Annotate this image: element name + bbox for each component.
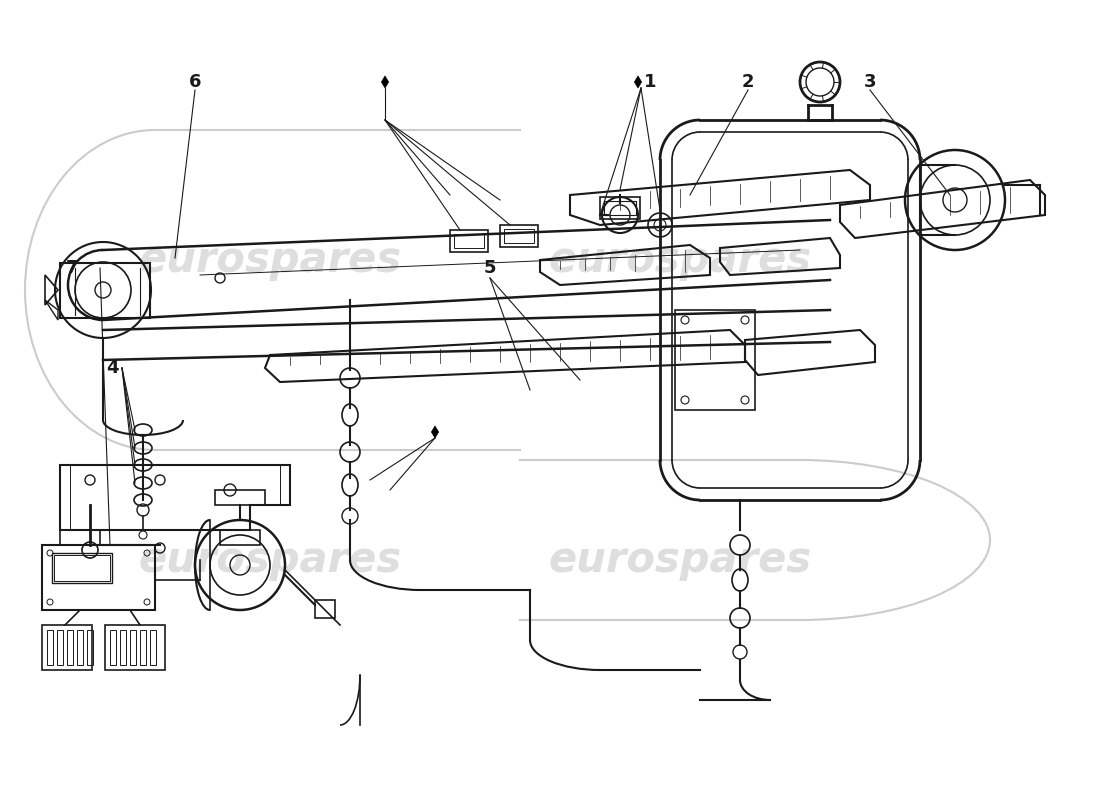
Bar bbox=[130, 630, 136, 665]
Bar bbox=[104, 625, 165, 670]
Text: 3: 3 bbox=[864, 73, 877, 91]
Bar bbox=[67, 630, 73, 665]
Bar bbox=[110, 630, 115, 665]
Text: eurospares: eurospares bbox=[549, 239, 812, 281]
Bar bbox=[500, 225, 538, 247]
Polygon shape bbox=[635, 76, 641, 88]
Bar bbox=[220, 530, 260, 545]
Bar bbox=[60, 263, 150, 318]
Text: eurospares: eurospares bbox=[139, 539, 402, 581]
Bar bbox=[454, 234, 484, 248]
Text: eurospares: eurospares bbox=[549, 539, 812, 581]
Bar bbox=[42, 625, 92, 670]
Bar bbox=[214, 490, 265, 505]
Polygon shape bbox=[431, 426, 439, 438]
Bar bbox=[600, 197, 640, 219]
Bar bbox=[504, 229, 534, 243]
Bar bbox=[60, 530, 100, 545]
Bar bbox=[675, 310, 755, 410]
Polygon shape bbox=[382, 76, 388, 88]
Bar bbox=[42, 545, 155, 610]
Bar bbox=[57, 630, 63, 665]
Text: 1: 1 bbox=[644, 73, 657, 91]
Text: 6: 6 bbox=[189, 73, 201, 91]
Bar bbox=[140, 630, 146, 665]
Text: 5: 5 bbox=[484, 259, 496, 277]
Bar bbox=[54, 555, 110, 581]
Text: 4: 4 bbox=[106, 359, 119, 377]
Bar bbox=[150, 630, 156, 665]
Bar bbox=[47, 630, 53, 665]
Bar bbox=[87, 630, 94, 665]
Bar bbox=[120, 630, 127, 665]
Text: 2: 2 bbox=[741, 73, 755, 91]
Bar bbox=[52, 553, 112, 583]
Bar bbox=[77, 630, 82, 665]
Text: 7: 7 bbox=[66, 259, 78, 277]
Bar bbox=[315, 600, 336, 618]
Bar bbox=[450, 230, 488, 252]
Text: eurospares: eurospares bbox=[139, 239, 402, 281]
Bar bbox=[604, 201, 636, 215]
